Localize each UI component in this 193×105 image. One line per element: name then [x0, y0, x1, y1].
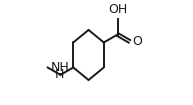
- Text: H: H: [55, 68, 65, 81]
- Text: O: O: [132, 35, 142, 48]
- Text: NH: NH: [51, 61, 69, 74]
- Text: OH: OH: [108, 3, 127, 16]
